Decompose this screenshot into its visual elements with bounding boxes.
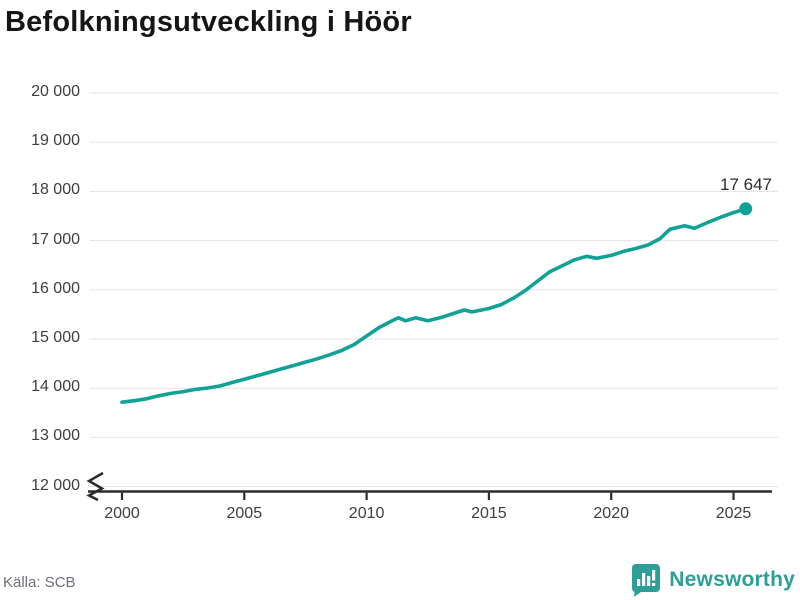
x-axis: [88, 490, 772, 500]
y-tick-label: 17 000: [31, 230, 80, 248]
x-tick-label: 2025: [715, 505, 752, 522]
x-tick-label: 2005: [226, 505, 263, 522]
y-tick-label: 13 000: [31, 427, 80, 445]
y-tick-label: 16 000: [31, 279, 80, 297]
source-note: Källa: SCB: [3, 574, 76, 591]
y-tick-label: 15 000: [31, 329, 80, 346]
x-tick-label: 2000: [104, 505, 140, 522]
newsworthy-branding[interactable]: Newsworthy: [629, 562, 795, 598]
latest-value-marker-dot: [739, 202, 753, 216]
newsworthy-wordmark: Newsworthy: [669, 568, 795, 591]
y-tick-label: 19 000: [31, 132, 80, 150]
gridlines: [90, 92, 778, 488]
x-tick-label: 2010: [348, 505, 385, 522]
y-tick-label: 18 000: [31, 181, 80, 199]
y-tick-label: 14 000: [31, 378, 80, 396]
latest-value-label: 17 647: [720, 175, 772, 194]
x-tick-label: 2015: [471, 505, 507, 522]
y-axis-break-squiggle-icon: [86, 471, 105, 502]
chart-title: Befolkningsutveckling i Höör: [5, 6, 412, 38]
x-tick-label: 2020: [593, 505, 629, 522]
newsworthy-speech-bubble-bars-icon: [632, 564, 661, 597]
y-tick-label: 20 000: [31, 83, 80, 100]
y-tick-label: 12 000: [31, 476, 80, 494]
population-series-line: [120, 207, 748, 405]
